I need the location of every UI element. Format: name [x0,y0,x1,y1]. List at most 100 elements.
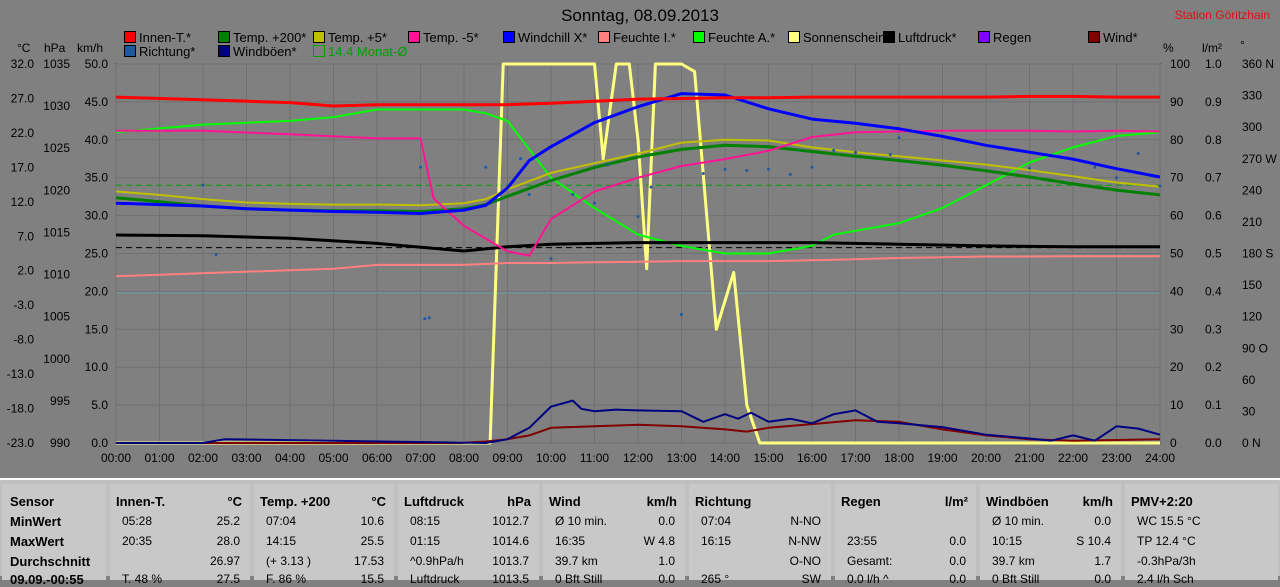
axis-tick-direction: 90 O [1242,341,1268,355]
legend-swatch [313,31,325,43]
cell-right: 0.0 [949,554,966,568]
legend-label: Innen-T.* [139,30,192,45]
axis-tick-lm2: 0.1 [1205,398,1222,412]
cell-right: 15.5 [360,572,384,586]
legend-label: Temp. +200* [233,30,307,45]
axis-tick-celsius: -3.0 [13,298,34,312]
x-tick-label: 22:00 [1058,451,1088,465]
cell-right: 0.0 [658,572,675,586]
cell-left: (+ 3.13 ) [266,554,312,568]
cell-right: 1012.7 [492,514,529,528]
cell-right: N-NO [790,514,821,528]
cell-left: 0 Bft Still [555,572,603,586]
cell-right: 10.6 [360,514,384,528]
axis-tick-lm2: 0.0 [1205,436,1222,450]
column-header: Luftdruck [404,494,464,509]
direction-point [1115,176,1118,180]
cell-left: ^0.9hPa/h [410,554,464,568]
cell-right: 1.0 [658,554,675,568]
cell-right: 25.2 [216,514,240,528]
cell-left: Gesamt: [847,554,893,568]
axis-tick-kmh: 5.0 [91,398,108,412]
cell-left: T. 48 % [122,572,163,586]
cell-right: 0.0 [1094,514,1111,528]
cell-left: 05:28 [122,514,153,528]
cell-right: S 10.4 [1076,534,1111,548]
cell-right: 1013.7 [492,554,529,568]
direction-point [745,168,749,172]
direction-point [723,167,727,171]
stats-column: Innen-T. °C 05:28 25.2 20:35 28.0 26.97 T. 48 %… [110,484,250,586]
column-unit: l/m² [944,494,968,509]
legend-item: Richtung* [124,45,195,59]
axis-tick-hpa: 995 [50,394,70,408]
legend-label: Regen [993,30,1032,45]
axis-tick-celsius: 32.0 [11,57,35,71]
direction-point [680,313,683,317]
legend-item: 14.4 Monat-Ø [313,45,408,59]
x-tick-label: 10:00 [536,451,566,465]
direction-point [519,157,523,161]
axis-tick-hpa: 1000 [43,352,70,366]
cell-left: 39.7 km [992,554,1035,568]
x-tick-label: 16:00 [797,451,827,465]
series-line [115,138,1161,207]
cell-left: 14:15 [266,534,297,548]
direction-point [484,165,488,169]
legend-label: Feuchte I.* [613,30,676,45]
cell-left: Ø 10 min. [992,514,1045,528]
axis-tick-celsius: -13.0 [7,367,35,381]
axis-tick-percent: 40 [1170,284,1184,298]
column-unit: °C [227,494,242,509]
axis-tick-celsius: 22.0 [11,126,35,140]
stats-column: Wind km/h Ø 10 min. 0.0 16:35 W 4.8 39.7 km 1.0… [543,484,685,586]
legend-item: Temp. +5* [313,31,387,45]
legend-swatch [313,45,325,57]
legend-swatch [124,31,136,43]
row-label: 09.09.-00:55 [10,572,84,587]
direction-point [527,193,531,197]
column-header: Wind [549,494,581,509]
legend-swatch [124,45,136,57]
x-tick-label: 18:00 [884,451,914,465]
axis-tick-hpa: 990 [50,436,70,450]
row-label-column: Sensor MinWert MaxWert Durchschnitt 09.09.-0… [2,484,106,587]
cell-left: 07:04 [701,514,732,528]
cell-left: 08:15 [410,514,441,528]
axis-tick-hpa: 1020 [43,183,70,197]
row-label: Durchschnitt [10,554,91,569]
axis-tick-direction: 360 N [1242,57,1274,71]
legend-item: Innen-T.* [124,31,191,45]
series-line [115,255,1160,278]
series-line [116,62,1160,445]
x-tick-label: 08:00 [449,451,479,465]
stats-column: Temp. +200 °C 07:04 10.6 14:15 25.5 (+ 3.13 ) 1… [254,484,394,586]
x-tick-label: 12:00 [623,451,653,465]
x-tick-label: 01:00 [144,451,174,465]
column-unit: °C [371,494,386,509]
chart-area: 32.0 27.0 22.0 17.0 12.0 7.0 2.0 -3.0 -8.0 -13.0 -… [6,6,1278,465]
direction-point [701,171,705,175]
series-line [115,233,1160,253]
axis-tick-direction: 210 [1242,215,1262,229]
axis-tick-kmh: 20.0 [85,284,109,298]
x-tick-label: 06:00 [362,451,392,465]
x-tick-label: 24:00 [1145,451,1175,465]
station-name: Station Göritzhain [1174,8,1270,22]
legend-swatch [218,31,230,43]
cell-left: Ø 10 min. [555,514,608,528]
axis-tick-percent: 80 [1170,133,1184,147]
cell-right: 1014.6 [492,534,529,548]
axis-tick-percent: 10 [1170,398,1184,412]
axis-tick-lm2: 0.9 [1205,95,1222,109]
axis-tick-celsius: -18.0 [7,402,35,416]
unit-celsius: °C [17,41,31,55]
direction-point [888,153,892,157]
direction-point [832,148,836,152]
cell-right: 0.0 [1094,572,1111,586]
cell-left: TP 12.4 °C [1137,534,1196,548]
cell-right: O-NO [789,554,821,568]
x-tick-label: 23:00 [1101,451,1131,465]
legend-swatch [883,31,895,43]
x-tick-label: 04:00 [275,451,305,465]
